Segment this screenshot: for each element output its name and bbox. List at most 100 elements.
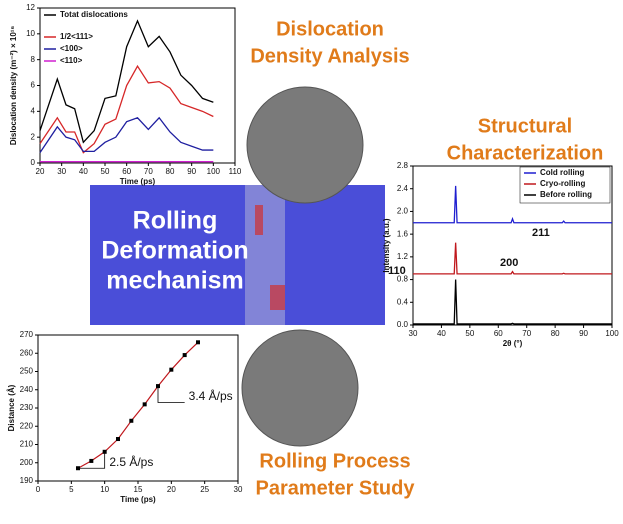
y-tick-label: 4 bbox=[31, 106, 36, 115]
y-axis-label: Intensity (a.u.) bbox=[382, 218, 391, 273]
heading: Dislocation bbox=[276, 18, 384, 40]
defect bbox=[270, 285, 285, 310]
y-tick-label: 270 bbox=[20, 330, 34, 339]
x-tick-label: 60 bbox=[494, 329, 503, 338]
series-line bbox=[413, 185, 612, 224]
legend-label: <100> bbox=[60, 44, 83, 53]
heading: Rolling Process bbox=[259, 450, 410, 472]
series-line bbox=[413, 279, 612, 325]
fit-line bbox=[77, 341, 199, 469]
point bbox=[116, 437, 120, 442]
x-tick-label: 110 bbox=[229, 167, 242, 176]
x-tick-label: 30 bbox=[234, 485, 243, 494]
x-tick-label: 90 bbox=[579, 329, 588, 338]
y-tick-label: 0.0 bbox=[397, 320, 409, 329]
point bbox=[196, 340, 200, 345]
center-label: Rolling bbox=[133, 207, 218, 235]
center-label: Deformation bbox=[101, 237, 248, 265]
x-tick-label: 20 bbox=[36, 167, 45, 176]
series-line bbox=[39, 116, 214, 154]
y-tick-label: 210 bbox=[20, 440, 34, 449]
x-tick-label: 40 bbox=[79, 167, 88, 176]
y-tick-label: 12 bbox=[26, 3, 35, 12]
series-line bbox=[413, 242, 612, 275]
x-tick-label: 60 bbox=[122, 167, 131, 176]
x-tick-label: 20 bbox=[167, 485, 176, 494]
x-tick-label: 30 bbox=[409, 329, 418, 338]
annotation: 3.4 Å/ps bbox=[189, 388, 233, 403]
series-line bbox=[39, 19, 214, 144]
y-tick-label: 2.0 bbox=[397, 207, 409, 216]
y-axis-label: Dislocation density (m⁻²) × 10¹⁶ bbox=[9, 26, 18, 146]
heading: Parameter Study bbox=[256, 477, 416, 499]
roller bbox=[246, 86, 364, 204]
legend-label: 1/2<111> bbox=[60, 32, 93, 41]
legend-label: Cryo-rolling bbox=[540, 179, 585, 188]
x-tick-label: 30 bbox=[57, 167, 66, 176]
x-tick-label: 25 bbox=[200, 485, 209, 494]
y-tick-label: 190 bbox=[20, 476, 34, 485]
x-tick-label: 0 bbox=[36, 485, 41, 494]
y-tick-label: 8 bbox=[31, 55, 36, 64]
legend-label: Cold rolling bbox=[540, 168, 585, 177]
y-tick-label: 260 bbox=[20, 348, 34, 357]
annotation: 211 bbox=[532, 227, 550, 239]
plot-frame bbox=[39, 7, 236, 164]
annotation: 110 bbox=[388, 265, 406, 277]
y-tick-label: 0.4 bbox=[397, 297, 409, 306]
point bbox=[169, 367, 174, 372]
defect bbox=[255, 205, 263, 235]
x-tick-label: 80 bbox=[166, 167, 175, 176]
x-tick-label: 70 bbox=[144, 167, 153, 176]
lattice bbox=[90, 185, 385, 325]
simulation bbox=[90, 86, 385, 447]
annotation: 2.5 Å/ps bbox=[109, 454, 153, 469]
heading: Structural bbox=[478, 115, 572, 137]
x-tick-label: 5 bbox=[69, 485, 74, 494]
x-tick-label: 50 bbox=[101, 167, 110, 176]
heading: Characterization bbox=[447, 142, 604, 164]
plot-frame bbox=[37, 334, 239, 482]
point bbox=[89, 458, 94, 463]
y-tick-label: 1.6 bbox=[397, 229, 409, 238]
y-tick-label: 230 bbox=[20, 403, 34, 412]
point bbox=[142, 402, 147, 407]
bracket bbox=[157, 386, 185, 403]
y-tick-label: 2 bbox=[31, 132, 36, 141]
y-tick-label: 2.8 bbox=[397, 161, 409, 170]
x-tick-label: 70 bbox=[522, 329, 531, 338]
series-line bbox=[39, 64, 214, 154]
x-tick-label: 100 bbox=[605, 329, 619, 338]
legend-label: Before rolling bbox=[540, 190, 592, 199]
center-label: mechanism bbox=[106, 267, 244, 295]
y-tick-label: 0 bbox=[31, 158, 36, 167]
x-axis-label: Time (ps) bbox=[120, 177, 156, 186]
y-tick-label: 2.4 bbox=[397, 184, 409, 193]
y-axis-label: Distance (Å) bbox=[7, 384, 16, 431]
x-tick-label: 10 bbox=[100, 485, 109, 494]
y-tick-label: 1.2 bbox=[397, 252, 409, 261]
y-tick-label: 250 bbox=[20, 367, 34, 376]
legend-label: Totat dislocations bbox=[60, 10, 128, 19]
annotation: 200 bbox=[500, 257, 518, 269]
point bbox=[129, 418, 134, 423]
x-tick-label: 15 bbox=[134, 485, 143, 494]
y-tick-label: 10 bbox=[26, 29, 35, 38]
x-tick-label: 80 bbox=[551, 329, 560, 338]
legend-label: <110> bbox=[60, 56, 83, 65]
x-tick-label: 90 bbox=[187, 167, 196, 176]
point bbox=[182, 353, 187, 358]
x-tick-label: 100 bbox=[207, 167, 221, 176]
y-tick-label: 200 bbox=[20, 458, 34, 467]
x-axis-label: Time (ps) bbox=[120, 495, 156, 504]
x-axis-label: 2θ (°) bbox=[503, 339, 523, 348]
heading: Density Analysis bbox=[250, 45, 409, 67]
y-tick-label: 220 bbox=[20, 421, 34, 430]
legend-box bbox=[519, 166, 611, 204]
y-tick-label: 0.8 bbox=[397, 275, 409, 284]
bracket bbox=[78, 451, 106, 469]
x-tick-label: 50 bbox=[465, 329, 474, 338]
y-tick-label: 240 bbox=[20, 385, 34, 394]
y-tick-label: 6 bbox=[31, 81, 36, 90]
